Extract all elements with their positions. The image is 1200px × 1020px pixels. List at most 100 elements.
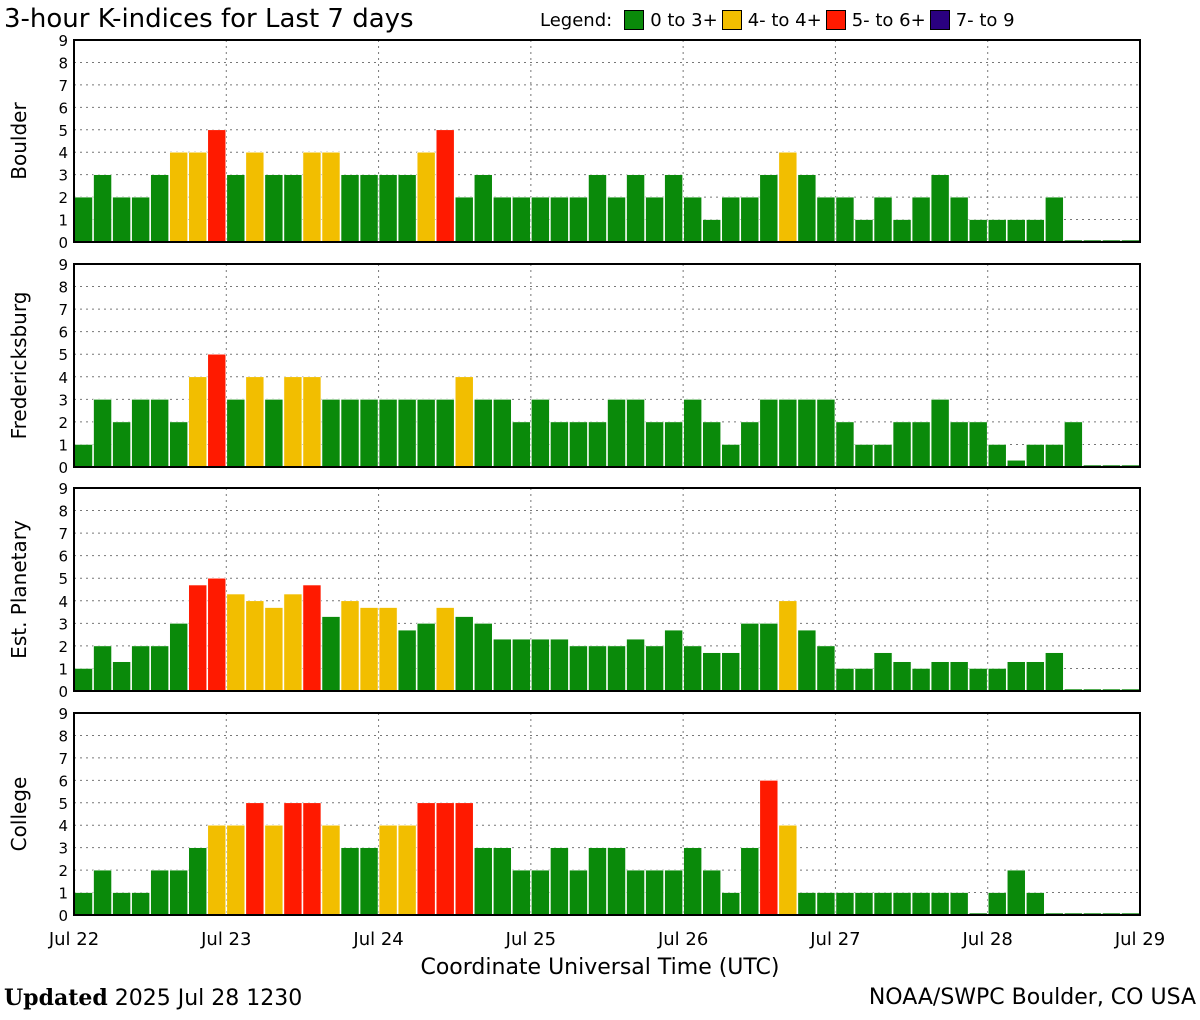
bar	[283, 593, 303, 692]
bar	[759, 623, 779, 692]
bar	[740, 196, 760, 243]
bar	[492, 638, 512, 692]
legend-swatch-storm	[825, 10, 846, 30]
bar	[112, 892, 131, 916]
bar	[283, 174, 303, 243]
bar	[873, 196, 893, 243]
bar	[683, 847, 702, 916]
bar	[473, 399, 493, 468]
bar	[188, 151, 208, 243]
y-tick-label: 6	[58, 772, 68, 790]
legend: Legend: 0 to 3+ 4- to 4+ 5- to 6+ 7- to …	[540, 8, 1019, 32]
bar	[854, 219, 874, 243]
bar	[74, 892, 93, 916]
series-label: College	[7, 777, 31, 852]
bar	[816, 196, 836, 243]
x-tick-label: Jul 29	[1114, 929, 1165, 950]
bar	[740, 421, 760, 468]
bar	[435, 802, 455, 916]
bar	[302, 584, 322, 692]
bar	[778, 151, 798, 243]
bar	[131, 196, 150, 243]
y-tick-label: 7	[58, 301, 68, 319]
bar	[1045, 196, 1064, 243]
bar	[550, 196, 569, 243]
bar	[607, 196, 626, 243]
y-tick-label: 9	[58, 256, 68, 274]
bar	[987, 444, 1007, 468]
panel-frame	[73, 712, 1141, 916]
bar	[340, 600, 360, 692]
y-tick-label: 6	[58, 548, 68, 566]
bar	[321, 824, 341, 916]
bar	[131, 645, 150, 692]
bar	[550, 638, 569, 692]
bar	[588, 645, 607, 692]
bar	[930, 174, 950, 243]
bar	[512, 638, 531, 692]
bar	[454, 802, 474, 916]
bar	[1045, 652, 1064, 692]
bar	[207, 353, 227, 468]
bar	[740, 847, 760, 916]
bar	[512, 196, 531, 243]
bar	[1045, 444, 1064, 468]
bar	[607, 847, 626, 916]
y-tick-label: 5	[58, 122, 68, 140]
legend-item-active: 4- to 4+	[721, 10, 822, 31]
y-tick-label: 4	[58, 144, 68, 162]
x-tick-label: Jul 28	[962, 929, 1013, 950]
bar	[264, 824, 284, 916]
x-tick-label: Jul 22	[48, 929, 99, 950]
bar	[664, 869, 683, 916]
bar	[226, 399, 246, 468]
bar	[302, 376, 322, 468]
bar	[892, 421, 912, 468]
x-tick-label: Jul 24	[352, 929, 403, 950]
y-tick-label: 2	[58, 638, 68, 656]
y-tick-label: 5	[58, 570, 68, 588]
bar	[797, 399, 817, 468]
bar	[226, 593, 246, 692]
y-tick-label: 2	[58, 862, 68, 880]
y-tick-label: 8	[58, 54, 68, 72]
y-tick-label: 0	[58, 234, 68, 252]
bar	[759, 174, 779, 243]
updated-stamp: Updated 2025 Jul 28 1230	[4, 985, 302, 1011]
bar	[1006, 219, 1026, 243]
legend-swatch-active	[721, 10, 742, 30]
bar	[169, 421, 189, 468]
bar	[816, 892, 836, 916]
bar	[397, 824, 417, 916]
bar	[74, 668, 93, 692]
bar	[816, 645, 836, 692]
bar	[435, 399, 455, 468]
bar	[1006, 869, 1026, 916]
legend-item-quiet: 0 to 3+	[624, 10, 718, 31]
source-credit: NOAA/SWPC Boulder, CO USA	[868, 985, 1196, 1010]
bar	[340, 174, 360, 243]
bar	[664, 629, 683, 692]
bar	[188, 847, 208, 916]
bar	[797, 892, 817, 916]
y-tick-label: 2	[58, 189, 68, 207]
y-tick-label: 0	[58, 683, 68, 701]
bar	[378, 824, 398, 916]
y-tick-label: 7	[58, 77, 68, 95]
bar	[702, 869, 722, 916]
bar	[626, 399, 645, 468]
bar	[892, 892, 912, 916]
y-tick-label: 4	[58, 817, 68, 835]
bar	[664, 421, 683, 468]
chart-title: 3-hour K-indices for Last 7 days	[4, 4, 414, 34]
bar	[207, 577, 227, 692]
bar	[150, 645, 169, 692]
bar	[454, 376, 474, 468]
bar	[226, 824, 246, 916]
bar	[778, 824, 798, 916]
bar	[854, 444, 874, 468]
panel-frame	[73, 263, 1141, 468]
bar	[169, 869, 189, 916]
bar	[1025, 444, 1045, 468]
bar	[550, 847, 569, 916]
